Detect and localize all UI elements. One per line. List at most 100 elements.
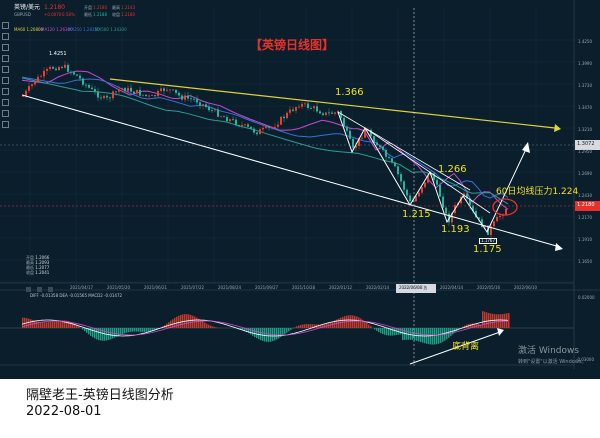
macd-bar <box>370 326 372 328</box>
ma-legend-60: MA60 1.20800 <box>14 27 44 32</box>
zoom-in-icon[interactable] <box>26 287 31 292</box>
macd-bar <box>458 328 460 330</box>
macd-bar <box>356 316 358 328</box>
macd-bar <box>420 328 422 342</box>
candle-body <box>451 212 453 223</box>
magnet-tool-icon[interactable] <box>2 88 9 95</box>
candle-body <box>295 107 297 111</box>
macd-bar <box>190 314 192 328</box>
label-ma60-note: 60日均线压力1.224 <box>496 187 579 197</box>
trash-tool-icon[interactable] <box>2 121 9 128</box>
macd-bar <box>58 320 60 328</box>
candle-body <box>262 127 264 130</box>
macd-bar <box>202 321 204 328</box>
candle-body <box>274 126 276 128</box>
candle-body <box>313 106 315 109</box>
price-axis-label: 1.4250 <box>578 39 592 44</box>
lower-trendline-white <box>21 94 561 248</box>
macd-bar <box>54 321 56 328</box>
macd-bar <box>120 328 122 335</box>
info-row-open: 开盘 1.2066 <box>26 255 60 260</box>
macd-bar <box>64 320 66 328</box>
candle-body <box>484 225 486 228</box>
macd-bar <box>496 314 498 328</box>
candle-body <box>115 91 117 93</box>
candle-body <box>391 158 393 163</box>
info-low-label: 最低 <box>26 265 34 270</box>
info-close-label: 收盘 <box>26 270 34 275</box>
price-marker-current-box <box>575 201 600 211</box>
macd-bar <box>194 316 196 328</box>
macd-bar <box>76 324 78 328</box>
candle-body <box>415 196 417 202</box>
macd-bar <box>138 328 140 332</box>
macd-bar <box>312 324 314 328</box>
ma-legend-250: MA250 1.28350 <box>68 27 100 32</box>
candle-body <box>58 66 60 71</box>
candle-body <box>370 129 372 137</box>
trendline-tool-icon[interactable] <box>2 33 9 40</box>
macd-bar <box>174 317 176 328</box>
candle-body <box>490 226 492 235</box>
candle-body <box>256 132 258 135</box>
macd-bar <box>414 328 416 341</box>
candle-body <box>481 219 483 228</box>
macd-bar <box>90 328 92 336</box>
candle-body <box>298 106 300 108</box>
candle-body <box>421 187 423 193</box>
ma-line-blue <box>21 76 509 199</box>
date-axis-label: 2022/03/15 <box>403 285 427 290</box>
macd-bar <box>180 314 182 328</box>
candle-body <box>187 95 189 99</box>
candle-body <box>397 166 399 175</box>
label-1175: 1.175 <box>473 244 502 255</box>
candle-body <box>103 95 105 99</box>
candle-body <box>286 112 288 119</box>
macd-bar <box>104 328 106 341</box>
macd-bar <box>358 317 360 328</box>
candle-body <box>226 117 228 122</box>
macd-bar <box>300 324 302 328</box>
info-close-value: 1.2041 <box>35 270 50 275</box>
candle-body <box>505 208 507 215</box>
zoom-out-icon[interactable] <box>37 287 43 292</box>
candle-body <box>472 205 474 211</box>
lock-tool-icon[interactable] <box>2 99 9 106</box>
candle-body <box>190 98 192 100</box>
macd-bar <box>242 328 244 331</box>
candle-body <box>499 215 501 217</box>
macd-bar <box>438 328 440 344</box>
fib-tool-icon[interactable] <box>2 44 9 51</box>
macd-bar <box>134 328 136 332</box>
candle-body <box>382 147 384 151</box>
shape-tool-icon[interactable] <box>2 66 9 73</box>
crosshair-tool-icon[interactable] <box>2 22 9 29</box>
macd-bar <box>128 328 130 333</box>
candle-body <box>148 95 150 97</box>
candle-body <box>277 124 279 127</box>
candle-body <box>118 89 120 92</box>
macd-bar <box>146 328 148 332</box>
chart-panel[interactable]: 英镑/美元 GBPUSD 1.2180 +0.0070 0.58% 开盘 1.2… <box>0 0 600 379</box>
symbol-code: GBPUSD <box>14 12 31 17</box>
macd-bar <box>270 328 272 342</box>
candle-body <box>493 221 495 227</box>
candle-body <box>406 189 408 196</box>
text-tool-icon[interactable] <box>2 55 9 62</box>
measure-tool-icon[interactable] <box>2 77 9 84</box>
divergence-arrowhead <box>497 328 504 336</box>
chart-canvas[interactable] <box>0 0 600 379</box>
macd-bar <box>392 328 394 336</box>
macd-bar <box>276 328 278 340</box>
candle-body <box>337 111 339 113</box>
macd-bar <box>364 321 366 328</box>
info-high-value: 1.2093 <box>35 260 50 265</box>
candle-body <box>280 116 282 125</box>
eye-tool-icon[interactable] <box>2 110 9 117</box>
macd-bar <box>296 326 298 328</box>
candle-body <box>40 76 42 78</box>
settings-icon[interactable] <box>48 287 54 292</box>
macd-bar <box>248 328 250 334</box>
macd-bar <box>188 314 190 328</box>
macd-bar <box>82 328 84 330</box>
